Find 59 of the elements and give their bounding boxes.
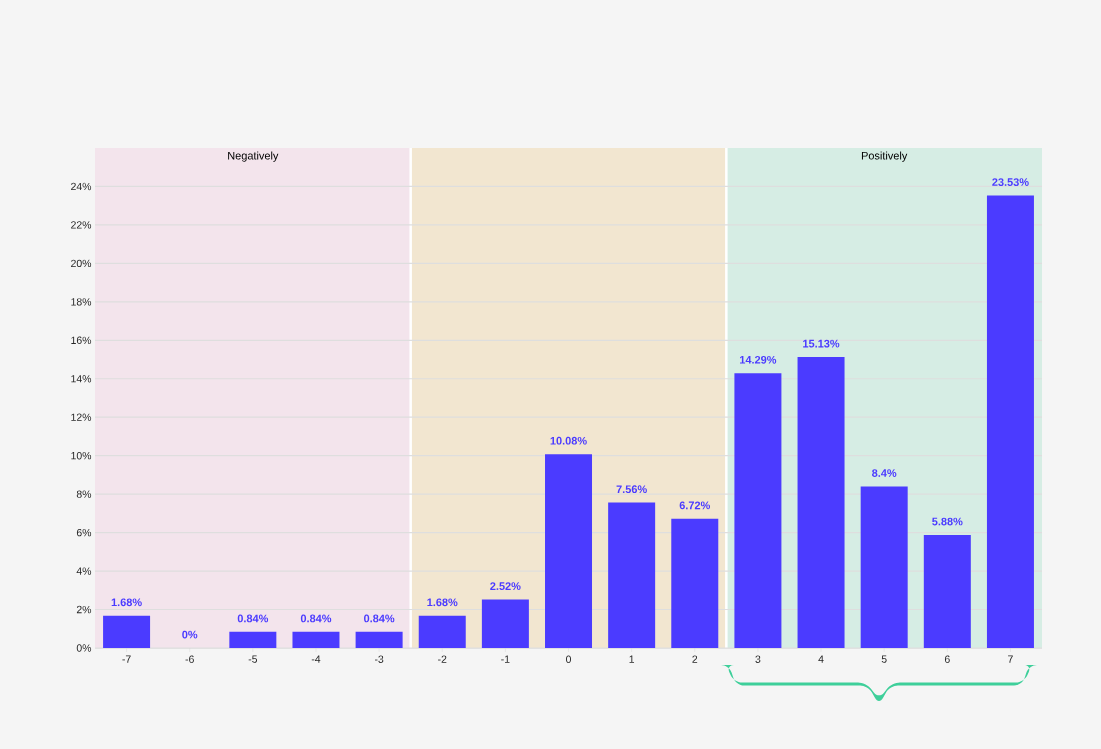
bar [860,486,908,648]
data-label: 1.68% [111,598,142,607]
bar [734,373,782,648]
data-label: 15.13% [803,339,840,348]
x-tick-label: 4 [818,655,824,663]
bar [418,615,466,648]
data-label: 14.29% [740,355,777,364]
x-tick-label: 5 [881,655,887,663]
band-label: Negatively [228,151,279,162]
data-label: 0.84% [300,614,332,623]
bar [355,631,403,648]
data-label: 6.72% [679,501,711,510]
x-tick-label: -5 [248,655,258,663]
data-label: 10.08% [550,436,587,445]
data-label: 23.53% [992,178,1029,186]
y-tick-label: 12% [71,413,92,421]
y-tick-label: 22% [71,221,92,229]
y-tick-label: 24% [71,182,92,191]
data-label: 8.4% [872,469,897,477]
x-tick-label: 2 [692,655,698,663]
x-tick-label: 0 [566,655,572,663]
x-tick-label: -6 [185,655,194,663]
bar [986,195,1034,648]
data-label: 2.52% [490,582,521,591]
data-label: 0.84% [364,614,395,623]
x-tick-label: -7 [122,655,131,663]
bar [229,631,277,648]
x-tick-label: 1 [629,655,635,663]
x-tick-label: -3 [374,655,384,663]
x-tick-label: 7 [1008,655,1013,663]
bar [292,631,340,648]
data-label: 0% [182,630,198,639]
data-label: 1.68% [427,598,458,607]
y-tick-label: 8% [76,490,92,498]
bar [923,534,971,648]
x-tick-label: 6 [944,655,950,663]
data-label: 7.56% [616,485,647,494]
bar [608,502,656,648]
y-tick-label: 2% [76,605,92,614]
x-tick-label: 3 [755,655,761,663]
bar [671,518,719,648]
data-label: 0.84% [237,614,269,623]
band-label: Positively [861,151,908,162]
y-tick-label: 20% [71,259,92,268]
bar [545,454,593,648]
bar [103,615,151,648]
x-tick-label: -4 [311,655,321,663]
y-tick-label: 16% [71,336,92,344]
x-tick-label: -2 [438,655,447,663]
data-label: 5.88% [932,517,963,526]
y-tick-label: 18% [71,298,92,306]
y-tick-label: 6% [76,528,92,537]
bar [481,599,529,648]
y-tick-label: 4% [76,567,92,575]
y-tick-label: 14% [71,375,92,383]
x-tick-label: -1 [501,655,510,663]
y-tick-label: 0% [76,644,92,652]
y-tick-label: 10% [71,451,92,460]
bar [797,357,845,648]
